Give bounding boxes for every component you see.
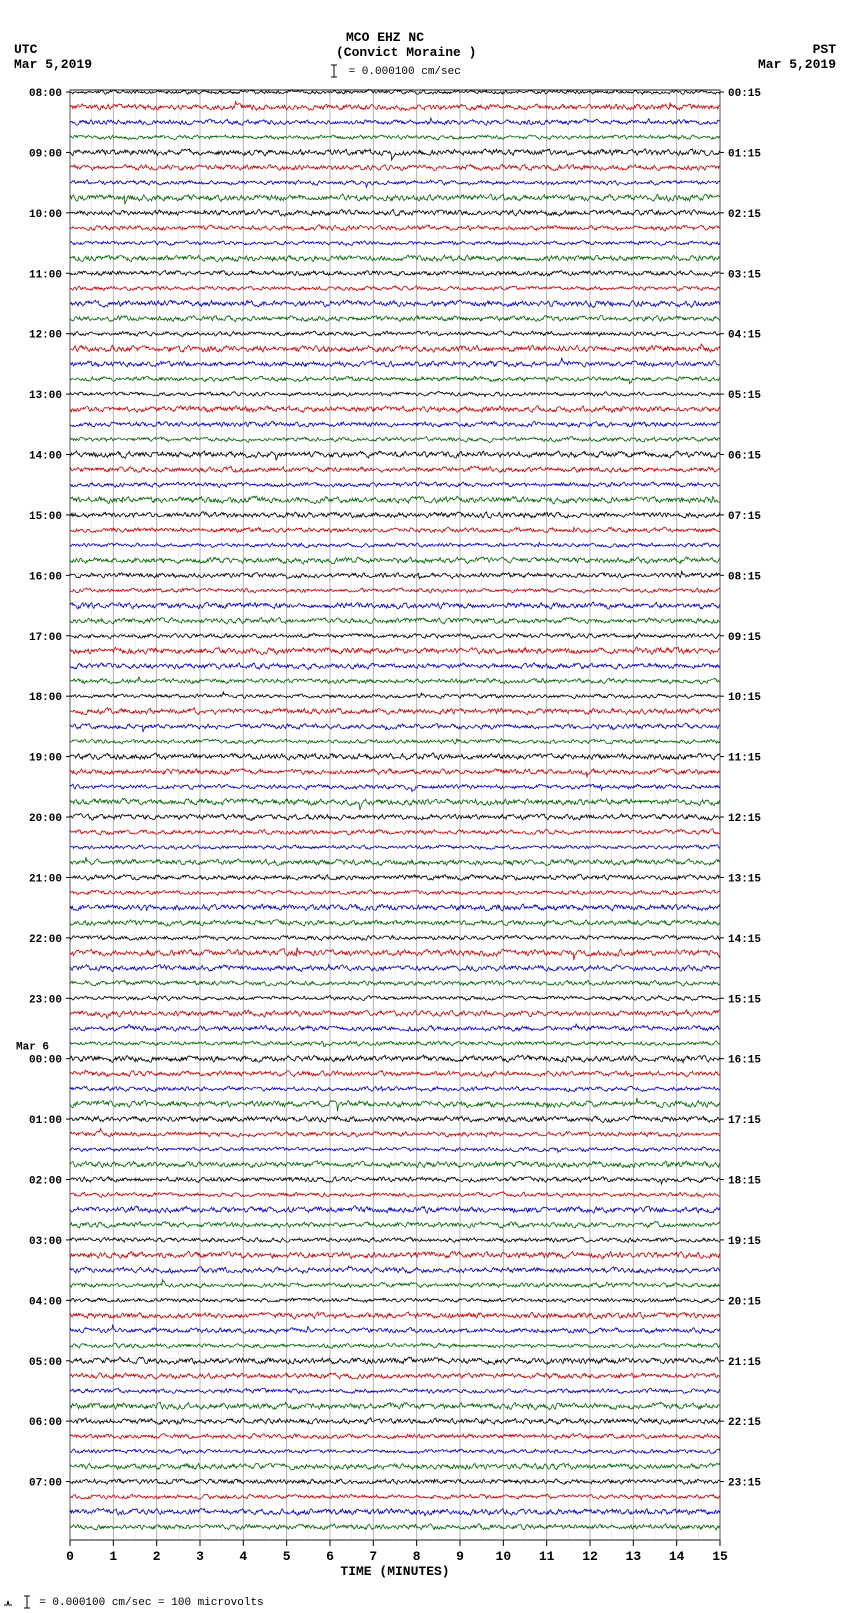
svg-text:15:15: 15:15 — [728, 994, 761, 1006]
svg-text:3: 3 — [196, 1549, 204, 1564]
svg-text:15: 15 — [712, 1549, 728, 1564]
svg-text:02:15: 02:15 — [728, 209, 761, 221]
svg-text:07:00: 07:00 — [29, 1478, 62, 1490]
svg-text:12: 12 — [582, 1549, 598, 1564]
svg-text:15:00: 15:00 — [29, 511, 62, 523]
svg-text:9: 9 — [456, 1549, 464, 1564]
svg-text:07:15: 07:15 — [728, 511, 761, 523]
seismogram-plot: 0123456789101112131415TIME (MINUTES)08:0… — [0, 0, 850, 1613]
svg-text:22:00: 22:00 — [29, 934, 62, 946]
svg-text:08:00: 08:00 — [29, 88, 62, 100]
svg-text:21:00: 21:00 — [29, 873, 62, 885]
svg-text:03:00: 03:00 — [29, 1236, 62, 1248]
svg-text:14: 14 — [669, 1549, 685, 1564]
svg-text:14:15: 14:15 — [728, 934, 761, 946]
svg-text:13:15: 13:15 — [728, 873, 761, 885]
svg-text:12:00: 12:00 — [29, 330, 62, 342]
svg-text:0: 0 — [66, 1549, 74, 1564]
svg-text:20:00: 20:00 — [29, 813, 62, 825]
svg-text:4: 4 — [239, 1549, 247, 1564]
svg-text:19:00: 19:00 — [29, 753, 62, 765]
svg-text:10: 10 — [496, 1549, 512, 1564]
svg-text:12:15: 12:15 — [728, 813, 761, 825]
svg-text:02:00: 02:00 — [29, 1176, 62, 1188]
svg-text:11:15: 11:15 — [728, 753, 761, 765]
svg-text:13: 13 — [626, 1549, 642, 1564]
svg-text:13:00: 13:00 — [29, 390, 62, 402]
svg-text:11: 11 — [539, 1549, 555, 1564]
svg-text:21:15: 21:15 — [728, 1357, 761, 1369]
svg-text:14:00: 14:00 — [29, 451, 62, 463]
svg-text:16:00: 16:00 — [29, 571, 62, 583]
svg-text:05:15: 05:15 — [728, 390, 761, 402]
svg-text:11:00: 11:00 — [29, 269, 62, 281]
svg-text:19:15: 19:15 — [728, 1236, 761, 1248]
svg-text:10:00: 10:00 — [29, 209, 62, 221]
svg-text:23:15: 23:15 — [728, 1478, 761, 1490]
svg-text:8: 8 — [413, 1549, 421, 1564]
svg-text:04:15: 04:15 — [728, 330, 761, 342]
svg-text:18:15: 18:15 — [728, 1176, 761, 1188]
svg-text:01:00: 01:00 — [29, 1115, 62, 1127]
svg-text:00:15: 00:15 — [728, 88, 761, 100]
svg-text:7: 7 — [369, 1549, 377, 1564]
svg-text:05:00: 05:00 — [29, 1357, 62, 1369]
svg-text:06:00: 06:00 — [29, 1417, 62, 1429]
svg-text:00:00: 00:00 — [29, 1055, 62, 1067]
svg-text:2: 2 — [153, 1549, 161, 1564]
svg-text:09:15: 09:15 — [728, 632, 761, 644]
svg-text:17:00: 17:00 — [29, 632, 62, 644]
svg-text:5: 5 — [283, 1549, 291, 1564]
svg-text:6: 6 — [326, 1549, 334, 1564]
svg-text:17:15: 17:15 — [728, 1115, 761, 1127]
svg-text:06:15: 06:15 — [728, 451, 761, 463]
svg-text:20:15: 20:15 — [728, 1296, 761, 1308]
svg-text:Mar 6: Mar 6 — [16, 1042, 49, 1054]
svg-text:16:15: 16:15 — [728, 1055, 761, 1067]
footer-note: = 0.000100 cm/sec = 100 microvolts — [4, 1595, 264, 1609]
svg-text:22:15: 22:15 — [728, 1417, 761, 1429]
svg-text:08:15: 08:15 — [728, 571, 761, 583]
svg-text:10:15: 10:15 — [728, 692, 761, 704]
svg-text:23:00: 23:00 — [29, 994, 62, 1006]
svg-text:03:15: 03:15 — [728, 269, 761, 281]
svg-text:04:00: 04:00 — [29, 1296, 62, 1308]
svg-text:09:00: 09:00 — [29, 148, 62, 160]
svg-text:TIME (MINUTES): TIME (MINUTES) — [340, 1564, 449, 1579]
svg-text:01:15: 01:15 — [728, 148, 761, 160]
svg-text:18:00: 18:00 — [29, 692, 62, 704]
svg-text:1: 1 — [109, 1549, 117, 1564]
